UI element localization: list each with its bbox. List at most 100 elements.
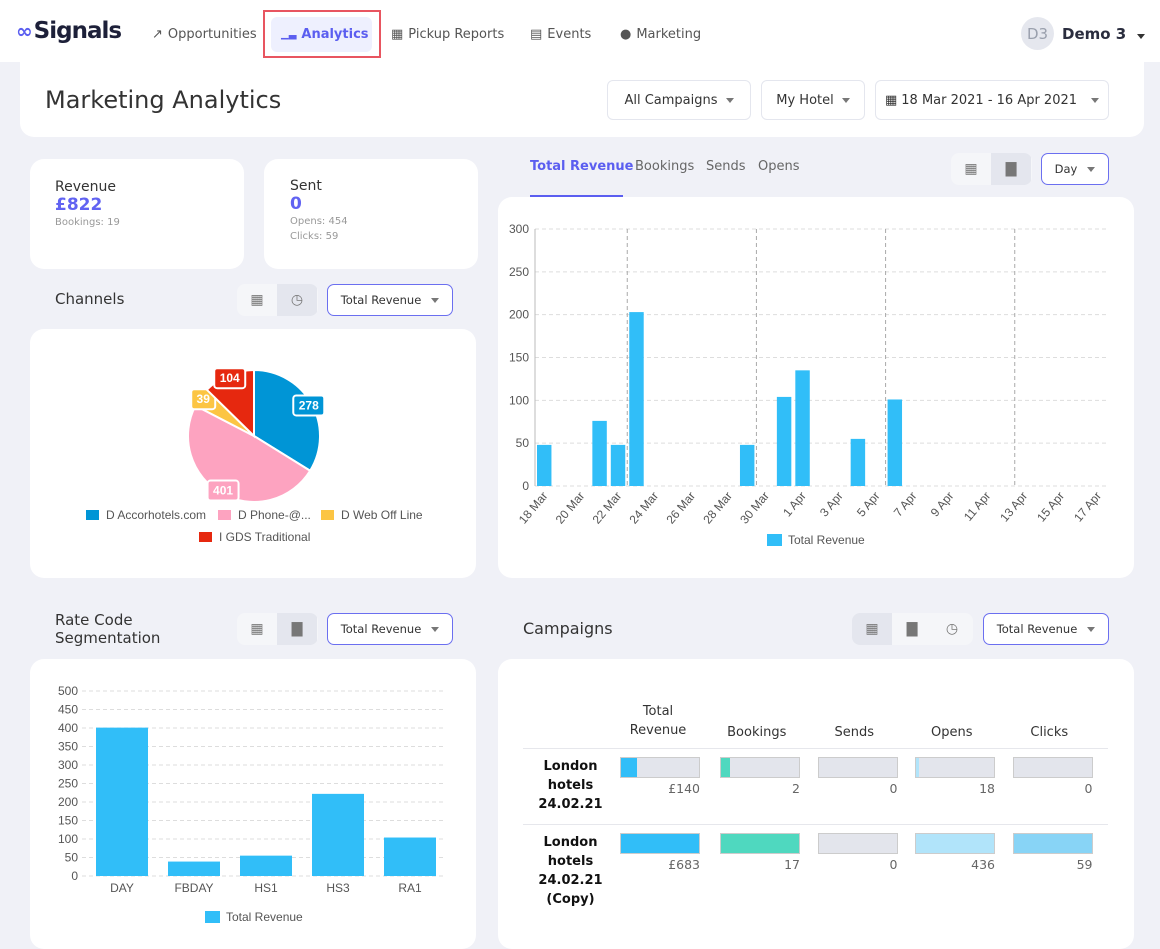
bar[interactable] — [240, 855, 292, 876]
nav-pickup-reports[interactable]: ▦ Pickup Reports — [381, 17, 514, 51]
sent-label: Sent — [290, 178, 322, 194]
table-view-icon[interactable]: ▦ — [250, 292, 264, 308]
x-tick-label: 11 Apr — [961, 489, 993, 524]
nav-analytics[interactable]: ▁▃ Analytics — [271, 17, 372, 52]
tab-total-revenue[interactable]: Total Revenue — [530, 159, 634, 174]
y-tick-label: 200 — [58, 795, 78, 809]
period-dropdown[interactable]: Day — [1041, 153, 1109, 185]
empty-header — [523, 690, 618, 748]
revenue-value: £822 — [55, 195, 103, 215]
bar[interactable] — [887, 399, 903, 486]
metric-bar-fill — [621, 833, 699, 853]
nav-marketing[interactable]: ● Marketing — [610, 17, 711, 51]
rate-code-metric-dropdown[interactable]: Total Revenue — [327, 613, 453, 645]
pie-view-icon[interactable]: ◷ — [945, 621, 959, 637]
table-view-icon[interactable]: ▦ — [250, 621, 264, 637]
col-header: Total Revenue — [629, 703, 687, 738]
metric-value: Total Revenue — [340, 293, 422, 307]
title-line: Segmentation — [55, 629, 161, 647]
data-label-box — [292, 394, 326, 417]
bar[interactable] — [795, 370, 810, 486]
legend-label[interactable]: D Accorhotels.com — [106, 508, 206, 522]
bar[interactable] — [739, 444, 755, 486]
metric-value: 2 — [792, 780, 800, 796]
legend-label[interactable]: Total Revenue — [226, 910, 303, 924]
brand-logo[interactable]: ∞ Signals — [16, 18, 122, 44]
bar[interactable] — [592, 420, 607, 486]
x-tick-label: 24 Mar — [626, 489, 661, 527]
tab-opens[interactable]: Opens — [758, 159, 800, 174]
active-tab-indicator — [530, 195, 623, 198]
metric-bar-fill — [916, 757, 920, 777]
y-tick-label: 350 — [58, 740, 78, 754]
bar[interactable] — [610, 444, 626, 486]
opens-count: Opens: 454 — [290, 216, 348, 227]
metric-value: 0 — [1084, 780, 1093, 796]
date-range-picker[interactable]: ▦ 18 Mar 2021 - 16 Apr 2021 — [875, 80, 1109, 120]
campaign-name: London hotels 24.02.21 — [523, 747, 618, 824]
legend-label[interactable]: Total Revenue — [788, 533, 865, 547]
table-view-icon[interactable]: ▦ — [964, 161, 978, 177]
rocket-icon: ↗ — [152, 26, 163, 42]
table-view-icon[interactable]: ▦ — [852, 613, 892, 645]
avatar[interactable]: D3 — [1021, 17, 1054, 50]
channels-chart-card: 278 401 39 104 D Accorhotels.com D Phone-@...… — [30, 329, 476, 578]
main-chart-view-toggle: ▦ ▇ — [951, 153, 1032, 185]
y-tick-label: 150 — [509, 351, 529, 365]
bar[interactable] — [850, 438, 866, 486]
x-tick-label: 15 Apr — [1034, 489, 1067, 525]
bar[interactable] — [168, 861, 220, 876]
bar[interactable] — [96, 727, 148, 876]
y-tick-label: 200 — [509, 308, 529, 322]
bar-chart-icon[interactable]: ▇ — [277, 613, 317, 645]
bar-chart-icon[interactable]: ▇ — [991, 153, 1031, 185]
metric-value: £683 — [668, 856, 700, 872]
hotel-filter-dropdown[interactable]: My Hotel — [761, 80, 865, 120]
legend-swatch — [205, 911, 220, 923]
legend-label[interactable]: D Phone-@... — [238, 508, 311, 522]
metric-cell: £140 — [618, 747, 718, 824]
y-tick-label: 450 — [58, 703, 78, 717]
channels-title: Channels — [55, 290, 125, 308]
legend-swatch — [767, 534, 782, 546]
metric-value: 59 — [1076, 856, 1093, 872]
signals-logo-icon: ∞ — [16, 19, 33, 43]
bar[interactable] — [537, 444, 552, 486]
user-menu[interactable]: Demo 3 — [1062, 25, 1146, 43]
metric-cell: 436 — [913, 823, 1011, 919]
nav-events[interactable]: ▤ Events — [520, 17, 601, 51]
title-line: Rate Code — [55, 611, 133, 629]
x-tick-label: DAY — [110, 881, 134, 895]
legend-label[interactable]: I GDS Traditional — [219, 530, 310, 544]
metric-value: Total Revenue — [996, 622, 1078, 636]
y-tick-label: 100 — [509, 393, 529, 407]
nav-opportunities[interactable]: ↗ Opportunities — [142, 17, 267, 51]
bar[interactable] — [776, 396, 792, 486]
col-header: Opens — [931, 724, 973, 740]
channels-pie-chart: 278 401 39 104 D Accorhotels.com D Phone-@...… — [86, 367, 423, 544]
metric-bar-fill — [721, 833, 799, 853]
data-label: 39 — [197, 392, 211, 406]
legend-swatch — [199, 532, 212, 542]
chevron-down-icon — [431, 626, 440, 632]
y-tick-label: 400 — [58, 721, 78, 735]
tab-sends[interactable]: Sends — [706, 159, 746, 174]
pie-view-icon[interactable]: ◷ — [277, 284, 317, 316]
bar-chart-icon[interactable]: ▇ — [906, 621, 918, 637]
campaigns-metric-dropdown[interactable]: Total Revenue — [983, 613, 1109, 645]
bar[interactable] — [312, 793, 364, 876]
tab-bookings[interactable]: Bookings — [635, 159, 695, 174]
chevron-down-icon — [1087, 626, 1096, 632]
rate-code-view-toggle: ▦ ▇ — [237, 613, 318, 645]
legend-label[interactable]: D Web Off Line — [341, 508, 423, 522]
y-tick-label: 300 — [58, 758, 78, 772]
chevron-down-icon — [725, 97, 734, 103]
sent-value: 0 — [290, 194, 302, 214]
bar[interactable] — [384, 837, 436, 876]
metric-value: 17 — [784, 856, 800, 872]
channels-metric-dropdown[interactable]: Total Revenue — [327, 284, 453, 316]
x-tick-label: 7 Apr — [891, 489, 920, 519]
campaign-filter-dropdown[interactable]: All Campaigns — [607, 80, 751, 120]
bar[interactable] — [629, 312, 644, 486]
metric-cell: £683 — [618, 823, 718, 919]
